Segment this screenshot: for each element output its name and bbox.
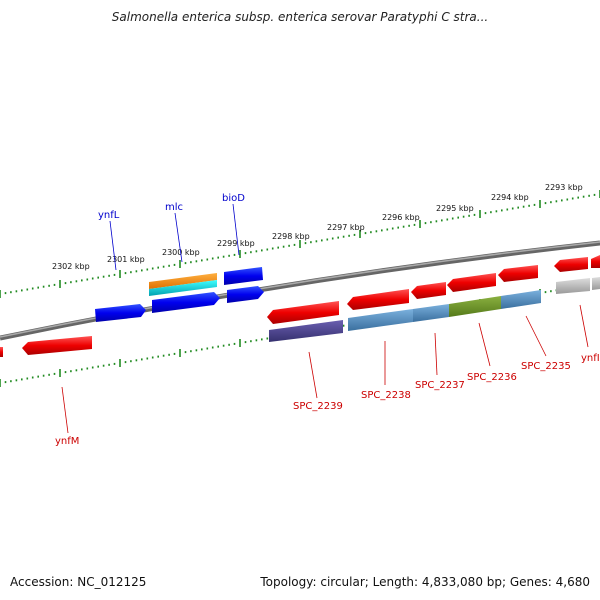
scale-label: 2299 kbp [217,239,255,248]
leader-line [525,315,547,357]
gene-feature[interactable] [554,257,588,272]
scale-label: 2297 kbp [327,223,365,232]
gene-feature[interactable] [447,273,496,292]
gene-feature[interactable] [22,336,92,355]
gene-feature[interactable] [501,290,541,309]
reverse-gene-labels: ynfM SPC_2239 SPC_2238 SPC_2237 SPC_2236… [55,304,600,447]
gene-feature[interactable] [0,347,3,357]
gene-label-SPC_2235[interactable]: SPC_2235 [521,361,571,372]
gene-label-ynfL[interactable]: ynfL [98,210,120,221]
leader-line [232,203,240,256]
gene-feature[interactable] [411,282,446,299]
gene-label-SPC_2237[interactable]: SPC_2237 [415,380,465,391]
gene-label-SPC_2238[interactable]: SPC_2238 [361,390,411,401]
leader-line [579,304,589,348]
scale-label: 2301 kbp [107,255,145,264]
gene-feature[interactable] [592,277,600,290]
leader-line [61,386,69,434]
topology-text: Topology: circular; Length: 4,833,080 bp… [260,575,590,589]
gene-feature[interactable] [347,289,409,310]
gene-feature[interactable] [449,296,501,317]
outer-tick-ring [0,190,600,298]
scale-label: 2294 kbp [491,193,529,202]
accession-text: Accession: NC_012125 [10,575,147,589]
gene-label-SPC_2239[interactable]: SPC_2239 [293,401,343,412]
genome-backbone-highlight [0,241,600,338]
gene-label-SPC_2236[interactable]: SPC_2236 [467,372,517,383]
scale-label: 2302 kbp [52,262,90,271]
map-title: Salmonella enterica subsp. enterica sero… [111,10,489,24]
scale-label: 2293 kbp [545,183,583,192]
scale-label: 2295 kbp [436,204,474,213]
scale-label: 2298 kbp [272,232,310,241]
gene-label-mlc[interactable]: mlc [165,202,183,213]
gene-feature[interactable] [498,265,538,282]
genome-backbone [0,240,600,341]
gene-feature[interactable] [149,273,217,289]
gene-feature[interactable] [591,255,600,268]
gene-feature[interactable] [224,267,263,285]
scale-label: 2296 kbp [382,213,420,222]
gene-feature[interactable] [152,292,220,313]
gene-label-ynfM[interactable]: ynfM [55,436,79,447]
leader-line [478,322,491,367]
gene-feature[interactable] [348,309,413,331]
gene-feature[interactable] [95,304,146,322]
leader-line [434,332,438,376]
gene-feature[interactable] [269,320,343,342]
gene-feature[interactable] [227,286,264,303]
scale-labels: 2302 kbp 2301 kbp 2300 kbp 2299 kbp 2298… [52,183,583,271]
gene-label-ynfI[interactable]: ynfI [581,353,600,364]
leader-line [174,212,183,263]
forward-strand-features [95,267,264,322]
reverse-strand-features [0,255,600,357]
gene-feature[interactable] [149,280,217,296]
gene-label-bioD[interactable]: bioD [222,193,245,204]
forward-gene-labels: ynfL mlc bioD [98,193,245,271]
gene-feature[interactable] [267,301,339,324]
leader-line [308,351,318,399]
leader-line [109,220,117,271]
gene-feature[interactable] [556,278,590,294]
gene-feature[interactable] [413,304,449,322]
